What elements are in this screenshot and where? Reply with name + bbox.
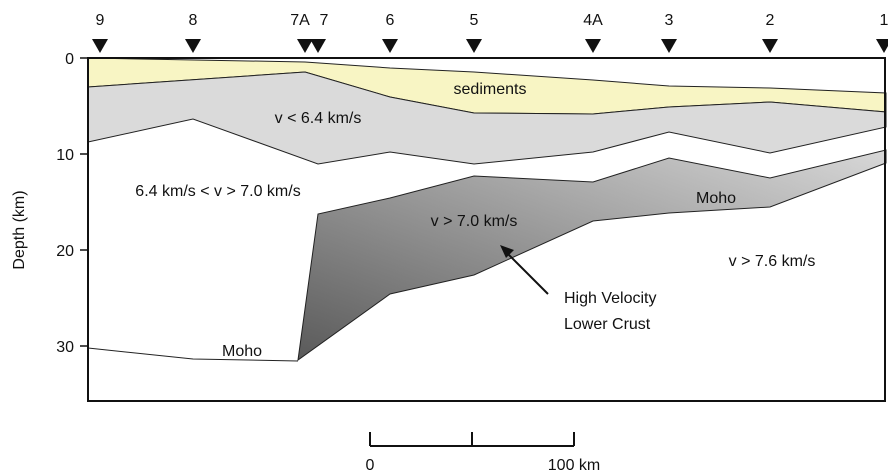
plot-frame: [87, 57, 886, 402]
station-label: 3: [665, 12, 674, 29]
station-label: 6: [386, 12, 395, 29]
arrow-head: [500, 245, 514, 258]
station-marker: [876, 39, 888, 53]
region-label: sediments: [454, 81, 527, 98]
region-label: Moho: [696, 190, 736, 207]
station-label: 4A: [583, 12, 603, 29]
axis-label: Depth (km): [11, 190, 28, 269]
station-label: 7A: [290, 12, 310, 29]
station-label: 5: [470, 12, 479, 29]
station-label: 1: [880, 12, 888, 29]
scale-bar: [369, 432, 575, 447]
tick-label: 10: [56, 147, 74, 164]
scale-label: 0: [366, 457, 375, 474]
stations: 9 8 7A 7 6 5 4A 3 2 1: [92, 12, 888, 53]
station-marker: [762, 39, 778, 53]
station-marker: [585, 39, 601, 53]
station-label: 8: [189, 12, 198, 29]
station-marker: [310, 39, 326, 53]
region-label: Moho: [222, 343, 262, 360]
station-marker: [297, 39, 313, 53]
tick-label: 30: [56, 339, 74, 356]
station-marker: [92, 39, 108, 53]
scale-label: 100 km: [548, 457, 600, 474]
layers: [87, 57, 887, 362]
region-label: v < 6.4 km/s: [275, 110, 362, 127]
station-marker: [466, 39, 482, 53]
station-label: 9: [96, 12, 105, 29]
station-label: 2: [766, 12, 775, 29]
station-marker: [382, 39, 398, 53]
region-label: v > 7.0 km/s: [431, 213, 518, 230]
station-marker: [661, 39, 677, 53]
tick-label: 0: [65, 51, 74, 68]
region-label: v > 7.6 km/s: [729, 253, 816, 270]
depth-axis: 0 10 20 30: [56, 51, 88, 356]
tick-label: 20: [56, 243, 74, 260]
station-label: 7: [320, 12, 329, 29]
callout-text: Lower Crust: [564, 316, 651, 333]
moho-line: [87, 347, 299, 362]
region-label: 6.4 km/s < v > 7.0 km/s: [135, 183, 300, 200]
station-marker: [185, 39, 201, 53]
callout-arrow: [505, 251, 549, 295]
upper-crust-layer: [87, 71, 887, 165]
callout-text: High Velocity: [564, 290, 657, 307]
